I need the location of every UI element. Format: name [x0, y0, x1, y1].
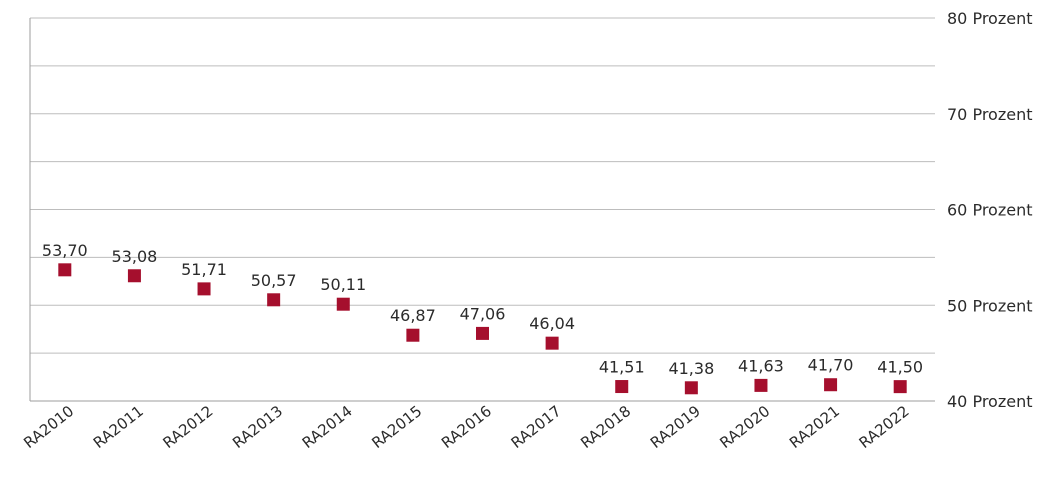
data-label: 41,70	[808, 356, 854, 375]
axes	[29, 18, 935, 402]
data-label: 41,51	[599, 358, 645, 377]
x-tick-label: RA2022	[856, 402, 913, 452]
data-point	[684, 381, 698, 395]
data-label: 53,08	[112, 247, 158, 266]
data-point	[58, 263, 72, 277]
data-label: 41,63	[738, 356, 784, 375]
data-label: 41,38	[668, 359, 714, 378]
x-tick-label: RA2016	[438, 402, 495, 452]
data-point	[893, 380, 907, 394]
x-tick-labels: RA2010 RA2011 RA2012 RA2013 RA2014 RA2015 RA20…	[20, 402, 912, 452]
y-tick-label: 80 Prozent	[947, 9, 1032, 28]
data-labels: 53,70 53,08 51,71 50,57 50,11 46,87 47,06 46,04…	[42, 241, 923, 378]
x-tick-label: RA2013	[229, 402, 286, 452]
data-point	[615, 380, 629, 394]
x-tick-label: RA2015	[368, 402, 425, 452]
data-label: 53,70	[42, 241, 88, 260]
data-label: 50,57	[251, 271, 297, 290]
data-point	[336, 297, 350, 311]
x-tick-label: RA2021	[786, 402, 843, 452]
data-label: 46,87	[390, 306, 436, 325]
y-tick-label: 60 Prozent	[947, 201, 1032, 220]
data-label: 46,04	[529, 314, 575, 333]
data-label: 50,11	[320, 275, 366, 294]
x-tick-label: RA2010	[20, 402, 77, 452]
data-point	[754, 378, 768, 392]
data-label: 47,06	[460, 304, 506, 323]
data-label: 51,71	[181, 260, 227, 279]
data-point	[824, 378, 838, 392]
x-tick-label: RA2020	[716, 402, 773, 452]
data-point	[267, 293, 281, 307]
y-tick-label: 70 Prozent	[947, 105, 1032, 124]
y-tick-labels: 40 Prozent 50 Prozent 60 Prozent 70 Prozent…	[947, 9, 1032, 411]
data-point	[476, 326, 489, 340]
data-point	[545, 336, 559, 350]
data-point	[406, 328, 420, 342]
y-tick-label: 50 Prozent	[947, 296, 1032, 315]
x-tick-label: RA2011	[90, 402, 147, 452]
data-point	[197, 282, 211, 296]
x-tick-label: RA2012	[160, 402, 217, 452]
y-tick-label: 40 Prozent	[947, 392, 1032, 411]
x-tick-label: RA2017	[508, 402, 565, 452]
data-points	[58, 263, 907, 395]
data-point	[127, 269, 141, 283]
data-label: 41,50	[877, 358, 923, 377]
x-tick-label: RA2019	[647, 402, 704, 452]
x-tick-label: RA2018	[577, 402, 634, 452]
x-tick-label: RA2014	[299, 402, 356, 452]
grid-lines	[30, 17, 935, 354]
